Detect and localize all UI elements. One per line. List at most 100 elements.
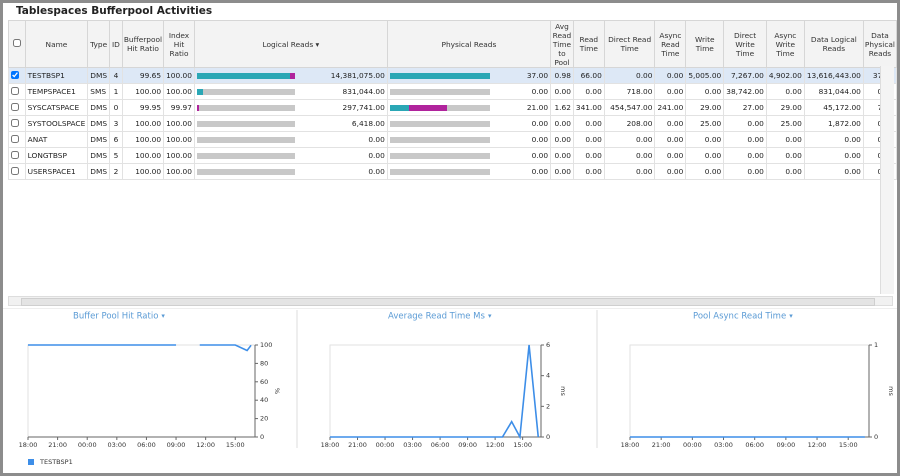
cell: 0.00 [550, 147, 574, 164]
cell-text: 38,742.00 [726, 87, 764, 96]
column-header[interactable]: Direct Write Time [723, 20, 767, 68]
column-header[interactable]: Avg Read Time to Pool [550, 20, 574, 68]
cell-text: 100.00 [135, 167, 162, 176]
column-header[interactable]: Data Logical Reads [803, 20, 864, 68]
cell-text: 0.00 [844, 151, 861, 160]
row-select[interactable] [8, 163, 26, 180]
data-table: Name Type ID Bufferpool Hit Ratio Index Hit … [8, 20, 898, 180]
cell: 0.00 [685, 147, 725, 164]
dropdown-arrow: ▾ [488, 312, 492, 320]
y-tick-label: 1 [874, 341, 878, 349]
cell: 3 [109, 115, 123, 132]
cell-text: 718.00 [626, 87, 653, 96]
chart-title[interactable]: Buffer Pool Hit Ratio [73, 312, 158, 322]
table-row[interactable]: SYSTOOLSPACE DMS 3 100.00 100.00 6,418.00 0.00… [8, 115, 898, 132]
cell: 0.00 [765, 147, 805, 164]
cell: 0.00 [572, 147, 605, 164]
cell-text: 831,044.00 [818, 87, 861, 96]
cell-text: 66.00 [580, 71, 602, 80]
column-header[interactable]: Write Time [685, 20, 725, 68]
row-select[interactable] [8, 99, 26, 116]
plot-frame [629, 344, 870, 438]
cell-text: 208.00 [626, 119, 653, 128]
column-header[interactable]: Index Hit Ratio [163, 20, 195, 68]
row-select[interactable] [8, 67, 26, 84]
table-row[interactable]: ANAT DMS 6 100.00 100.00 0.00 0.00 0.00 0.00 0.00… [8, 131, 898, 148]
column-title: Name [45, 39, 68, 49]
cell-text: 0.00 [531, 167, 549, 176]
table-row[interactable]: TESTBSP1 DMS 4 99.65 100.00 14,381,075.00 37.0… [8, 67, 898, 84]
table-row[interactable]: USERSPACE1 DMS 2 100.00 100.00 0.00 0.00 0.00 0.… [8, 163, 898, 180]
select-all[interactable] [8, 20, 26, 68]
column-header[interactable]: Bufferpool Hit Ratio [121, 20, 165, 68]
column-header[interactable]: Read Time [572, 20, 605, 68]
bar-track [196, 137, 295, 143]
x-tick-label: 00:00 [376, 441, 395, 449]
cell-text: 0.00 [747, 167, 764, 176]
x-tick-label: 06:00 [431, 441, 450, 449]
cell: 100.00 [121, 163, 165, 180]
cell-text: 0.00 [585, 119, 602, 128]
cell: 0.00 [654, 147, 687, 164]
cell-text: 7,267.00 [730, 71, 764, 80]
bar-track [389, 105, 490, 111]
cell-text: 0.98 [554, 71, 571, 80]
cell-text: 0.00 [554, 167, 571, 176]
column-header[interactable]: Physical Reads [386, 20, 552, 68]
column-header[interactable]: Direct Read Time [603, 20, 656, 68]
row-select[interactable] [8, 83, 26, 100]
column-header[interactable]: ID [109, 20, 123, 68]
row-select[interactable] [8, 115, 26, 132]
cell: 0.00 [603, 147, 656, 164]
series-line [28, 344, 252, 352]
cell: 0.00 [803, 131, 864, 148]
horizontal-scrollbar[interactable] [8, 296, 893, 306]
table-row[interactable]: TEMPSPACE1 SMS 1 100.00 100.00 831,044.00 0.00… [8, 83, 898, 100]
cell-text: 37.00 [526, 71, 549, 80]
cell-text: 0.00 [554, 151, 571, 160]
cell-text: 99.97 [170, 103, 192, 112]
legend-label[interactable]: TESTBSP1 [39, 458, 73, 466]
vertical-scrollbar[interactable] [880, 66, 894, 294]
y-tick-label: 60 [260, 378, 268, 386]
cell-text: DMS [90, 119, 108, 128]
scroll-thumb[interactable] [21, 298, 875, 306]
bar-track [196, 73, 295, 79]
chart-title[interactable]: Average Read Time Ms [388, 312, 486, 322]
y-tick-label: 100 [260, 341, 272, 349]
cell: 0.00 [654, 115, 687, 132]
cell: 0.00 [685, 163, 725, 180]
cell-text: 100.00 [135, 119, 162, 128]
table-row[interactable]: SYSCATSPACE DMS 0 99.95 99.97 297,741.00 21.00… [8, 99, 898, 116]
cell-text: 0.00 [585, 167, 602, 176]
cell-text: 0.00 [704, 151, 722, 160]
legend-swatch[interactable] [28, 459, 34, 465]
column-title: Index Hit Ratio [168, 30, 190, 58]
cell-text: 6,418.00 [351, 119, 385, 128]
y-tick-label: 20 [260, 415, 268, 423]
bar-track [389, 169, 490, 175]
column-header[interactable]: Logical Reads ▾ [193, 20, 388, 68]
column-header[interactable]: Name [24, 20, 89, 68]
chart-title[interactable]: Pool Async Read Time [693, 312, 786, 322]
column-header[interactable]: Type [87, 20, 111, 68]
column-title: Data Physical Reads [864, 30, 895, 58]
cell: 0.00 [723, 147, 767, 164]
x-tick-label: 03:00 [403, 441, 422, 449]
table-row[interactable]: LONGTBSP DMS 5 100.00 100.00 0.00 0.00 0.00 0.00… [8, 147, 898, 164]
cell-text: 0.00 [636, 167, 653, 176]
row-select[interactable] [8, 147, 26, 164]
cell: 25.00 [685, 115, 725, 132]
cell-text: SMS [90, 87, 107, 96]
cell-text: 25.00 [780, 119, 802, 128]
x-tick-label: 12:00 [486, 441, 505, 449]
column-header[interactable]: Async Write Time [765, 20, 805, 68]
cell-text: 3 [113, 119, 119, 128]
column-header[interactable]: Data Physical Reads [862, 20, 898, 68]
column-title: Physical Reads [441, 39, 497, 49]
cell: 208.00 [603, 115, 656, 132]
cell: 0.00 [654, 131, 687, 148]
row-select[interactable] [8, 131, 26, 148]
x-tick-label: 21:00 [348, 441, 367, 449]
column-header[interactable]: Async Read Time [654, 20, 687, 68]
